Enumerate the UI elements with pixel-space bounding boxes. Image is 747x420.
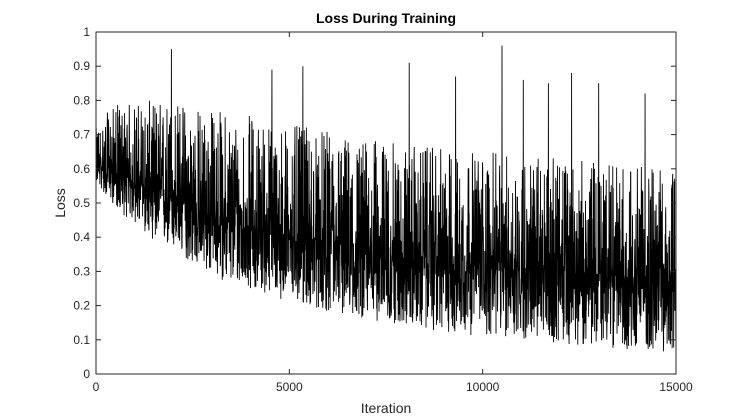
x-axis-label: Iteration <box>361 400 412 416</box>
loss-series <box>95 45 677 352</box>
y-tick-label: 0.5 <box>73 196 90 210</box>
y-tick-label: 0 <box>83 367 90 381</box>
y-tick-label: 0.6 <box>73 162 90 176</box>
x-tick-label: 0 <box>93 380 100 394</box>
x-tick-label: 10000 <box>466 380 500 394</box>
y-tick-label: 0.3 <box>73 264 90 278</box>
y-tick-label: 0.4 <box>73 230 90 244</box>
y-tick-label: 0.9 <box>73 59 90 73</box>
y-tick-label: 0.7 <box>73 128 90 142</box>
x-axis: 0 5000 10000 15000 <box>93 32 693 394</box>
y-tick-label: 0.1 <box>73 333 90 347</box>
y-tick-label: 1 <box>83 25 90 39</box>
x-tick-label: 5000 <box>276 380 303 394</box>
y-tick-label: 0.2 <box>73 299 90 313</box>
y-tick-label: 0.8 <box>73 93 90 107</box>
y-axis-label: Loss <box>52 188 68 218</box>
y-axis: 0 0.1 0.2 0.3 0.4 0.5 0.6 0.7 0.8 0.9 1 <box>73 25 676 381</box>
x-tick-label: 15000 <box>659 380 693 394</box>
chart-title: Loss During Training <box>316 10 456 26</box>
loss-line <box>95 45 677 352</box>
